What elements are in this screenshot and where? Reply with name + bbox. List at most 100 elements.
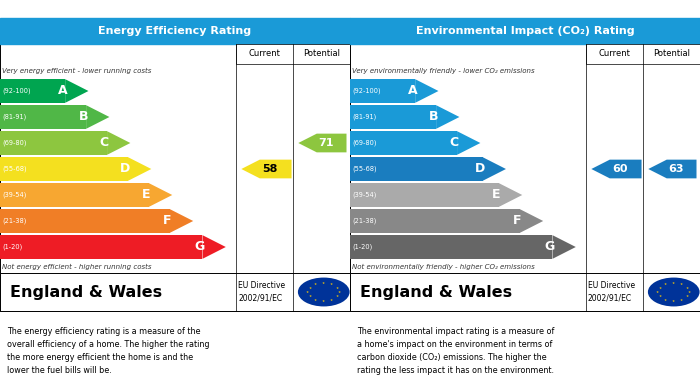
Text: The environmental impact rating is a measure of
a home's impact on the environme: The environmental impact rating is a mea… — [357, 327, 554, 375]
Text: Potential: Potential — [303, 50, 340, 59]
Text: ★: ★ — [336, 294, 340, 298]
Circle shape — [648, 278, 699, 307]
Text: Environmental Impact (CO₂) Rating: Environmental Impact (CO₂) Rating — [416, 26, 634, 36]
Text: (69-80): (69-80) — [353, 140, 377, 146]
Text: 60: 60 — [612, 164, 628, 174]
Text: ★: ★ — [688, 290, 692, 294]
Text: A: A — [57, 84, 67, 97]
Polygon shape — [86, 105, 109, 129]
Polygon shape — [65, 79, 88, 103]
Bar — [350, 105, 436, 129]
Polygon shape — [499, 183, 522, 207]
Polygon shape — [149, 183, 172, 207]
Polygon shape — [436, 105, 459, 129]
Text: ★: ★ — [314, 282, 317, 286]
Text: D: D — [475, 163, 485, 176]
Polygon shape — [170, 209, 193, 233]
Text: EU Directive
2002/91/EC: EU Directive 2002/91/EC — [238, 281, 285, 303]
Text: (55-68): (55-68) — [3, 166, 27, 172]
Text: ★: ★ — [680, 298, 683, 302]
Bar — [0, 157, 128, 181]
Text: E: E — [492, 188, 500, 201]
Bar — [350, 44, 700, 311]
Text: (1-20): (1-20) — [353, 244, 373, 250]
Text: ★: ★ — [314, 298, 317, 302]
Text: ★: ★ — [330, 298, 333, 302]
Text: ★: ★ — [664, 298, 667, 302]
Text: ★: ★ — [322, 281, 326, 285]
Polygon shape — [241, 160, 292, 178]
Bar — [350, 273, 700, 311]
Bar — [350, 183, 499, 207]
Text: E: E — [142, 188, 150, 201]
Bar — [350, 79, 415, 103]
Bar — [587, 44, 700, 64]
Text: (69-80): (69-80) — [3, 140, 27, 146]
Text: ★: ★ — [658, 285, 662, 289]
Text: ★: ★ — [686, 294, 690, 298]
Text: England & Wales: England & Wales — [360, 285, 512, 300]
Text: F: F — [163, 215, 172, 228]
Text: F: F — [513, 215, 522, 228]
Text: (21-38): (21-38) — [3, 218, 27, 224]
Text: (1-20): (1-20) — [3, 244, 23, 250]
Bar — [0, 79, 65, 103]
Bar — [350, 18, 700, 44]
Text: (55-68): (55-68) — [353, 166, 377, 172]
Bar — [0, 44, 350, 311]
Bar — [0, 235, 202, 259]
Text: Current: Current — [248, 50, 281, 59]
Text: ★: ★ — [658, 294, 662, 298]
Polygon shape — [483, 157, 506, 181]
Polygon shape — [107, 131, 130, 155]
Bar — [0, 18, 350, 44]
Text: ★: ★ — [686, 285, 690, 289]
Text: C: C — [99, 136, 108, 149]
Text: 63: 63 — [668, 164, 684, 174]
Polygon shape — [128, 157, 151, 181]
Text: (81-91): (81-91) — [353, 114, 377, 120]
Polygon shape — [648, 160, 696, 178]
Text: EU Directive
2002/91/EC: EU Directive 2002/91/EC — [588, 281, 635, 303]
Text: 71: 71 — [318, 138, 334, 148]
Text: Current: Current — [598, 50, 631, 59]
Bar — [0, 131, 107, 155]
Text: ★: ★ — [680, 282, 683, 286]
Text: (21-38): (21-38) — [353, 218, 377, 224]
Text: ★: ★ — [308, 285, 312, 289]
Text: A: A — [407, 84, 417, 97]
Polygon shape — [457, 131, 480, 155]
Text: England & Wales: England & Wales — [10, 285, 162, 300]
Text: ★: ★ — [338, 290, 342, 294]
Text: (92-100): (92-100) — [353, 88, 382, 94]
Text: ★: ★ — [336, 285, 340, 289]
Text: D: D — [120, 163, 130, 176]
Bar — [237, 44, 350, 64]
Text: B: B — [78, 111, 88, 124]
Text: (92-100): (92-100) — [3, 88, 31, 94]
Text: (39-54): (39-54) — [3, 192, 27, 198]
Text: ★: ★ — [330, 282, 333, 286]
Polygon shape — [298, 134, 346, 152]
Polygon shape — [592, 160, 641, 178]
Bar — [350, 157, 483, 181]
Text: ★: ★ — [306, 290, 309, 294]
Text: The energy efficiency rating is a measure of the
overall efficiency of a home. T: The energy efficiency rating is a measur… — [7, 327, 209, 375]
Text: Potential: Potential — [653, 50, 690, 59]
Polygon shape — [202, 235, 226, 259]
Text: Very environmentally friendly - lower CO₂ emissions: Very environmentally friendly - lower CO… — [351, 68, 534, 74]
Text: ★: ★ — [308, 294, 312, 298]
Text: 58: 58 — [262, 164, 278, 174]
Text: B: B — [428, 111, 438, 124]
Text: G: G — [545, 240, 555, 253]
Text: ★: ★ — [672, 299, 676, 303]
Polygon shape — [552, 235, 576, 259]
Text: G: G — [195, 240, 205, 253]
Bar — [0, 273, 350, 311]
Bar — [350, 235, 552, 259]
Text: (39-54): (39-54) — [353, 192, 377, 198]
Text: Not energy efficient - higher running costs: Not energy efficient - higher running co… — [1, 264, 151, 269]
Text: ★: ★ — [672, 281, 676, 285]
Circle shape — [298, 278, 349, 307]
Text: C: C — [449, 136, 459, 149]
